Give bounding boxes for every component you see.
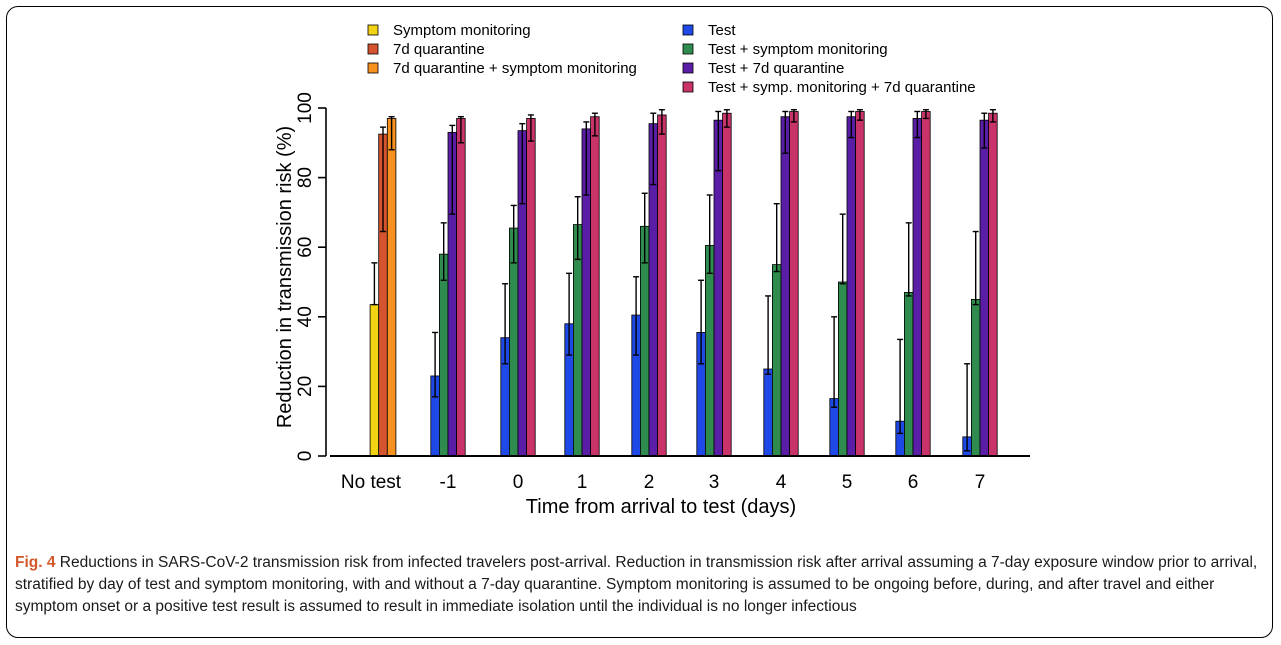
bar-6-5: [780, 116, 791, 457]
bar-8-4: [904, 292, 914, 457]
x-tick-label-3: 1: [577, 472, 588, 493]
y-axis-title: Reduction in transmission risk (%): [274, 126, 296, 428]
legend-swatch-4: [682, 43, 694, 55]
bar-8-6: [921, 111, 931, 457]
x-tick-label-8: 6: [908, 472, 919, 493]
x-tick-label-9: 7: [975, 472, 986, 493]
bar-5-4: [705, 245, 715, 457]
bar-2-6: [526, 118, 536, 457]
caption-text: Reductions in SARS-CoV-2 transmission ri…: [15, 554, 1258, 615]
y-tick-label-2: 40: [295, 306, 316, 327]
bar-3-6: [590, 116, 600, 457]
x-tick-label-2: 0: [513, 472, 524, 493]
bar-6-6: [789, 111, 799, 457]
bar-6-4: [772, 264, 782, 457]
x-tick-label-7: 5: [842, 472, 853, 493]
bar-9-6: [988, 112, 998, 457]
legend-label-5: Test + 7d quarantine: [708, 60, 844, 77]
x-tick-label-4: 2: [644, 472, 655, 493]
legend-label-4: Test + symptom monitoring: [708, 41, 888, 58]
bar-1-6: [456, 118, 466, 457]
legend-swatch-3: [682, 24, 694, 36]
legend-swatch-2: [367, 62, 379, 74]
legend-label-2: 7d quarantine + symptom monitoring: [393, 60, 637, 77]
bar-chart: Symptom monitoring 7d quarantine 7d quaran…: [274, 22, 1030, 518]
caption-label: Fig. 4: [15, 554, 56, 571]
y-tick-label-4: 80: [295, 167, 316, 188]
bars: [369, 109, 998, 457]
bar-8-5: [912, 118, 923, 457]
bar-5-6: [722, 112, 732, 457]
legend-swatch-1: [367, 43, 379, 55]
bar-7-4: [838, 281, 848, 457]
legend-swatch-0: [367, 24, 379, 36]
bar-9-4: [971, 298, 981, 457]
x-tick-label-6: 4: [776, 472, 787, 493]
legend-label-3: Test: [708, 22, 736, 39]
legend-swatch-6: [682, 81, 694, 93]
bar-7-6: [855, 111, 865, 457]
legend-label-0: Symptom monitoring: [393, 22, 531, 39]
y-tick-label-3: 60: [295, 237, 316, 258]
bar-7-5: [846, 116, 857, 457]
legend-label-1: 7d quarantine: [393, 41, 485, 58]
bar-1-4: [438, 253, 449, 457]
y-tick-label-0: 0: [295, 451, 316, 462]
bar-4-6: [657, 114, 667, 457]
y-tick-label-5: 100: [295, 92, 316, 124]
bar-9-5: [979, 119, 990, 457]
x-tick-label-1: -1: [440, 472, 457, 493]
figure-frame: [6, 6, 1273, 638]
x-tick-label-0: No test: [341, 472, 402, 493]
x-axis-title: Time from arrival to test (days): [526, 496, 796, 518]
bar-6-3: [763, 368, 773, 457]
legend-label-6: Test + symp. monitoring + 7d quarantine: [708, 79, 976, 96]
bar-0-2: [386, 118, 397, 457]
legend: Symptom monitoring 7d quarantine 7d quaran…: [367, 22, 976, 96]
x-tick-label-5: 3: [709, 472, 720, 493]
figure-caption: Fig. 4 Reductions in SARS-CoV-2 transmis…: [15, 552, 1265, 618]
y-tick-label-1: 20: [295, 376, 316, 397]
bar-0-0: [369, 304, 380, 457]
legend-swatch-5: [682, 62, 694, 74]
